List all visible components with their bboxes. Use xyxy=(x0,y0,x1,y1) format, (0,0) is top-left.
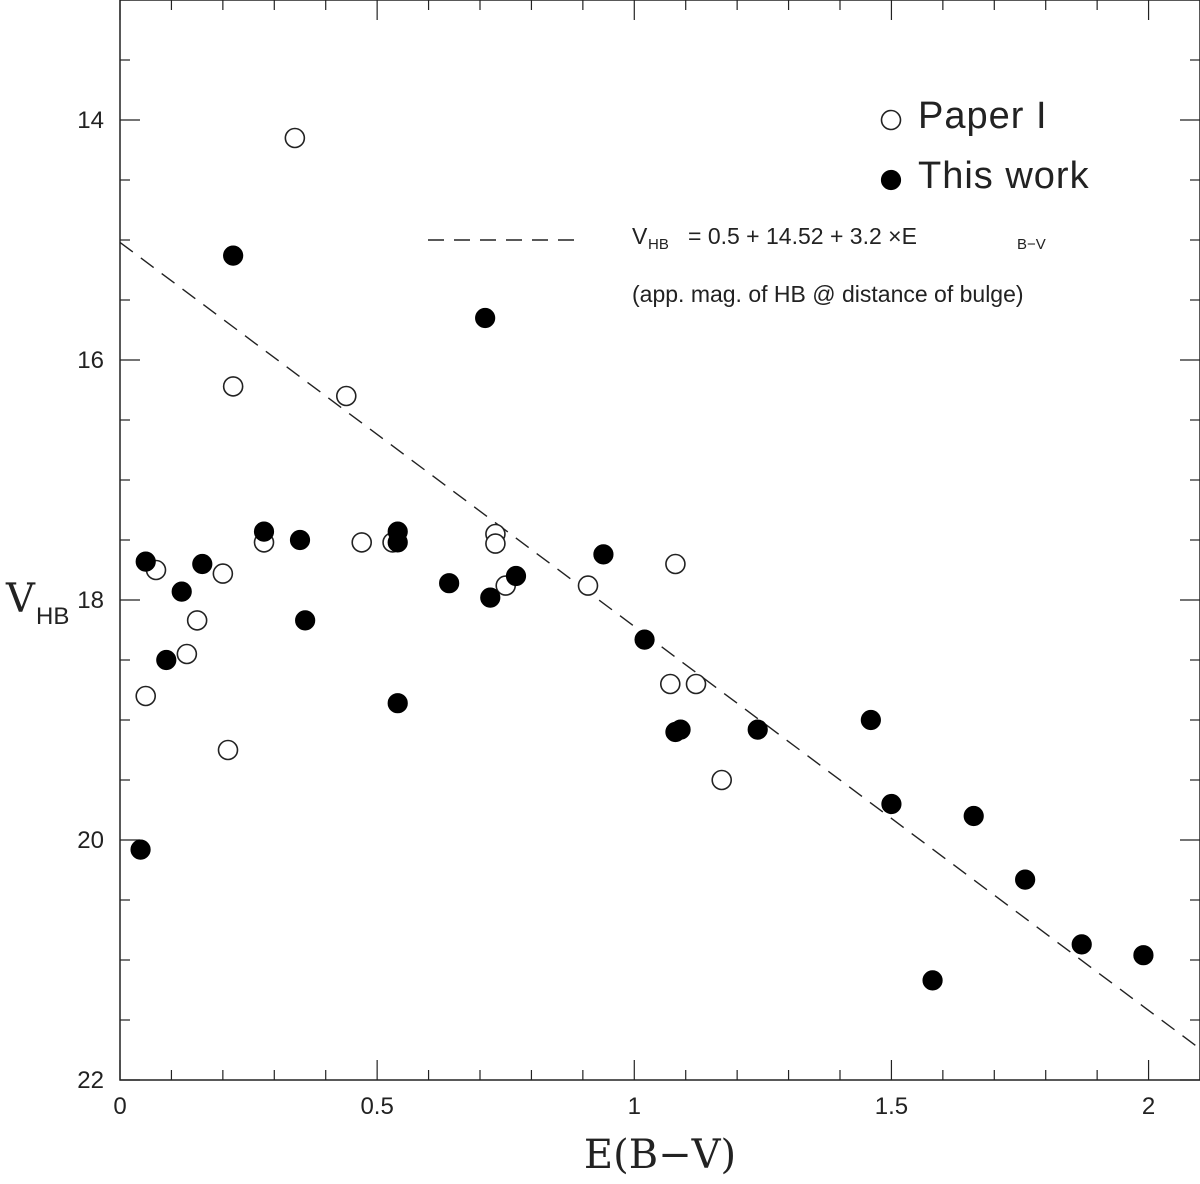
point-this-work xyxy=(1133,945,1154,966)
point-this-work xyxy=(480,587,501,608)
x-tick-label: 1 xyxy=(628,1093,641,1120)
x-tick-label: 1.5 xyxy=(875,1093,908,1120)
y-tick-label: 18 xyxy=(77,587,104,614)
point-paper-i xyxy=(284,127,306,149)
fit-line-label-v-sub: HB xyxy=(648,236,669,253)
x-tick-label: 2 xyxy=(1142,1093,1155,1120)
x-axis-title: E(B−V) xyxy=(584,1132,736,1178)
data-points xyxy=(130,127,1154,991)
point-paper-i xyxy=(186,610,208,631)
legend-label-paper-i: Paper I xyxy=(918,95,1048,137)
point-this-work xyxy=(634,629,655,650)
point-this-work xyxy=(130,839,151,860)
y-axis-title: V HB xyxy=(5,576,69,630)
fit-line-label-v: V xyxy=(632,223,648,249)
x-tick-label: 0.5 xyxy=(360,1093,393,1120)
point-this-work xyxy=(253,521,275,542)
legend: Paper I This work xyxy=(880,95,1090,197)
point-paper-i xyxy=(665,553,686,575)
axis-ticks xyxy=(119,0,1200,1081)
point-paper-i xyxy=(222,376,244,397)
point-paper-i xyxy=(577,575,599,596)
point-this-work xyxy=(747,719,768,740)
point-paper-i xyxy=(685,673,707,695)
legend-label-this-work: This work xyxy=(918,155,1090,197)
point-this-work xyxy=(670,719,691,740)
point-this-work xyxy=(505,565,527,587)
point-paper-i xyxy=(176,643,198,665)
point-this-work xyxy=(475,307,496,329)
fit-line-label-eq-sub: B−V xyxy=(1017,236,1046,253)
legend-marker-this-work xyxy=(880,169,902,191)
x-tick-label: 0 xyxy=(113,1093,126,1120)
point-this-work xyxy=(1071,934,1092,955)
fit-line-annotation: V HB = 0.5 + 14.52 + 3.2 ×E B−V (app. ma… xyxy=(428,223,1046,307)
point-this-work xyxy=(156,649,177,671)
point-paper-i xyxy=(351,532,373,553)
point-paper-i xyxy=(335,385,357,407)
point-this-work xyxy=(171,581,192,602)
point-this-work xyxy=(860,709,881,731)
point-this-work xyxy=(881,793,902,815)
point-paper-i xyxy=(212,563,234,584)
legend-marker-paper-i xyxy=(880,109,902,131)
point-paper-i xyxy=(217,739,239,761)
y-tick-label: 22 xyxy=(77,1067,104,1094)
point-paper-i xyxy=(135,685,157,707)
fit-line-note: (app. mag. of HB @ distance of bulge) xyxy=(632,281,1024,307)
point-this-work xyxy=(223,245,244,266)
point-this-work xyxy=(387,693,408,714)
point-paper-i xyxy=(659,673,681,695)
point-this-work xyxy=(289,529,311,551)
y-tick-label: 20 xyxy=(77,827,104,854)
point-paper-i xyxy=(485,533,506,554)
point-this-work xyxy=(135,551,156,572)
y-tick-label: 16 xyxy=(77,347,104,374)
point-this-work xyxy=(963,805,984,827)
fit-line-label-eq: = 0.5 + 14.52 + 3.2 ×E xyxy=(688,223,917,249)
fit-line-group xyxy=(119,241,1200,1050)
point-paper-i xyxy=(711,769,733,791)
y-tick-label: 14 xyxy=(77,107,104,134)
point-this-work xyxy=(922,970,943,991)
fit-line xyxy=(119,241,1200,1050)
point-this-work xyxy=(387,532,408,553)
tick-labels: 0 0.5 1 1.5 2 14 16 18 20 22 xyxy=(77,107,1155,1120)
point-this-work xyxy=(593,544,614,565)
point-this-work xyxy=(1015,869,1036,890)
point-this-work xyxy=(295,610,316,631)
point-this-work xyxy=(439,573,460,594)
y-axis-title-sub: HB xyxy=(36,603,69,630)
point-this-work xyxy=(192,553,213,575)
y-axis-title-main: V xyxy=(5,576,36,622)
